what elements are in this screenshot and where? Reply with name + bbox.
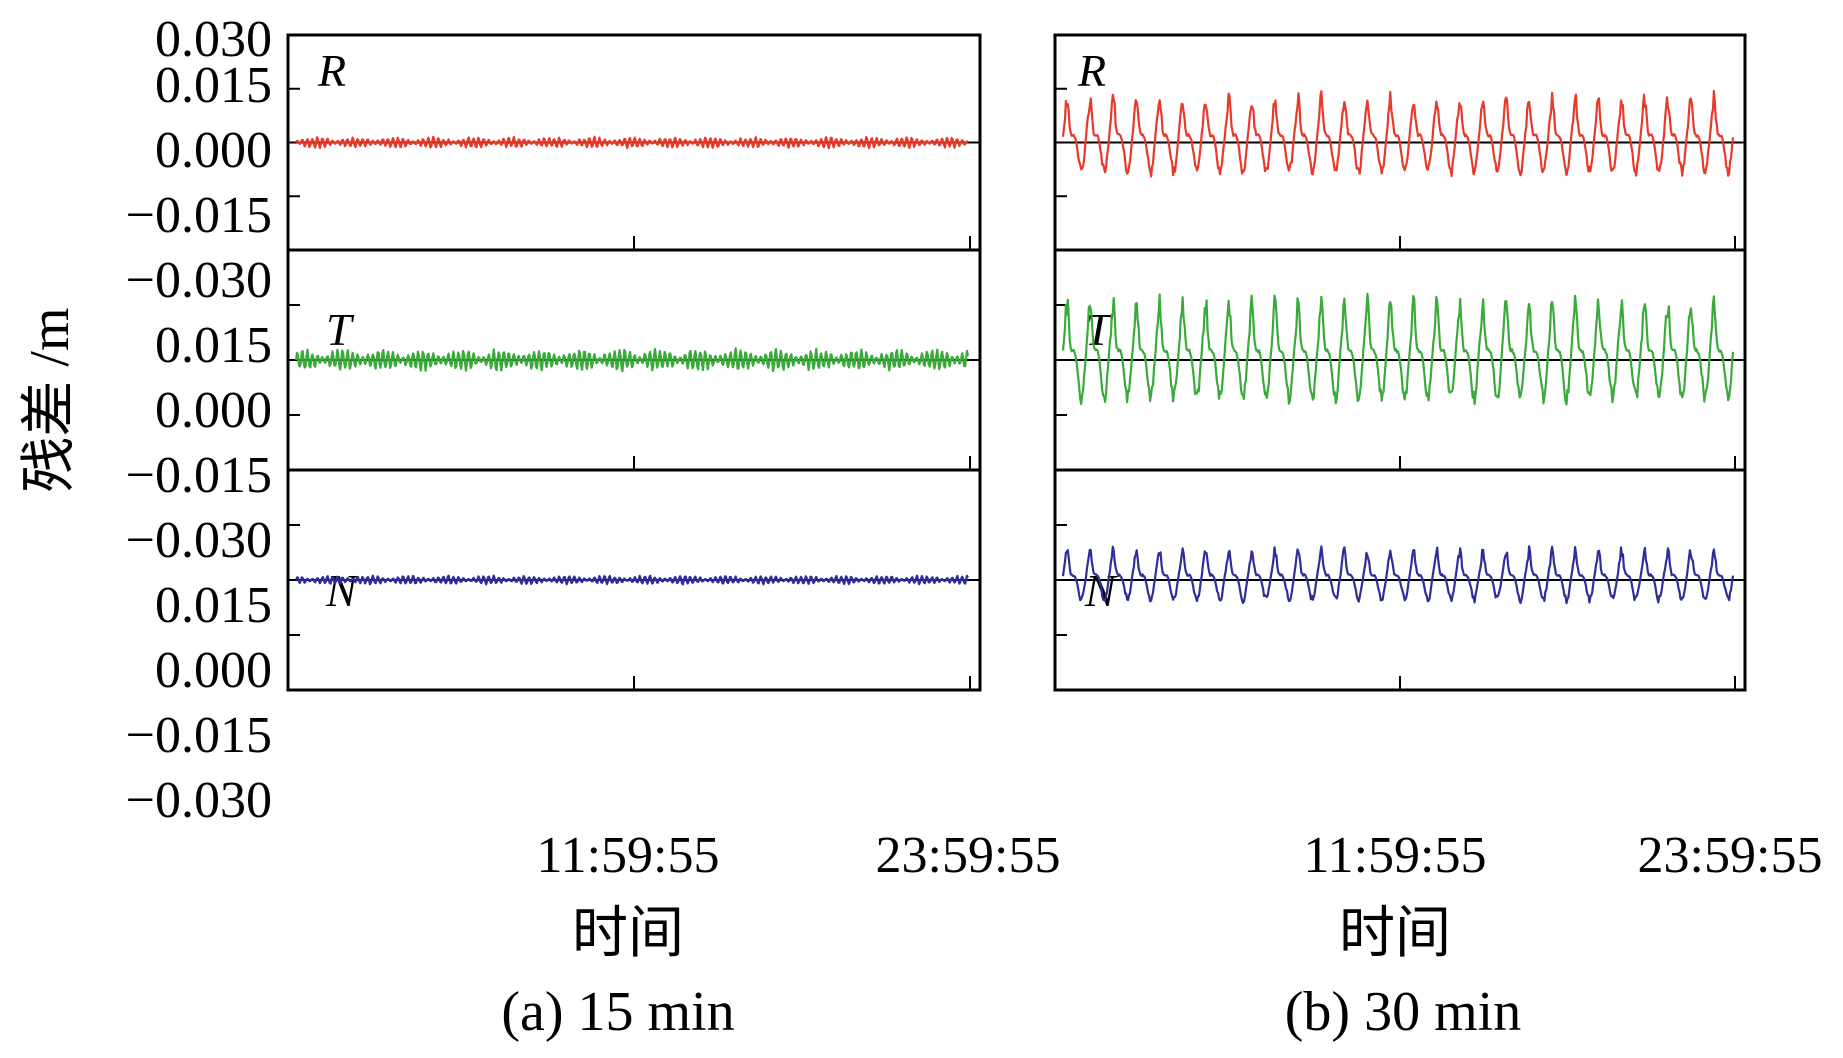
ytick-t-neg030: −0.030 — [126, 512, 272, 569]
component-labels: R T N R T N — [317, 45, 1118, 616]
ytick-r-000: 0.000 — [155, 122, 272, 179]
xlabel-a: 时间 — [572, 903, 684, 965]
ytick-r-neg015: −0.015 — [126, 187, 272, 244]
ytick-r-neg030: −0.030 — [126, 252, 272, 309]
xlabel-b: 时间 — [1339, 903, 1451, 965]
caption-a: (a) 15 min — [501, 981, 734, 1043]
series-b-n — [1061, 545, 1735, 605]
ytick-n-015: 0.015 — [155, 577, 272, 634]
label-a-r: R — [317, 45, 346, 96]
series-b-t — [1061, 292, 1735, 406]
series-group — [294, 89, 1735, 605]
ytick-t-015: 0.015 — [155, 317, 272, 374]
ytick-n-neg015: −0.015 — [126, 707, 272, 764]
ytick-r-top: 0.030 — [155, 11, 272, 68]
caption-b: (b) 30 min — [1285, 981, 1521, 1043]
series-a-t — [294, 347, 970, 373]
xtick-a-mid: 11:59:55 — [537, 827, 720, 884]
label-a-n: N — [325, 565, 359, 616]
label-a-t: T — [326, 304, 355, 355]
ytick-t-neg015: −0.015 — [126, 447, 272, 504]
series-b-r — [1061, 89, 1735, 178]
series-a-r — [295, 135, 969, 150]
xtick-b-end: 23:59:55 — [1638, 827, 1823, 884]
label-b-r: R — [1077, 45, 1106, 96]
ytick-t-000: 0.000 — [155, 382, 272, 439]
xtick-a-end: 23:59:55 — [876, 827, 1061, 884]
y-axis-label: 残差 /m — [19, 307, 81, 492]
ytick-n-neg030: −0.030 — [126, 772, 272, 829]
x-tick-labels: 11:59:55 23:59:55 11:59:55 23:59:55 — [537, 827, 1823, 884]
ytick-r-015: 0.015 — [155, 57, 272, 114]
y-tick-labels: 0.030 0.015 0.000 −0.015 −0.030 0.015 0.… — [126, 11, 272, 829]
ytick-n-000: 0.000 — [155, 642, 272, 699]
series-a-n — [294, 574, 969, 586]
xtick-b-mid: 11:59:55 — [1304, 827, 1487, 884]
